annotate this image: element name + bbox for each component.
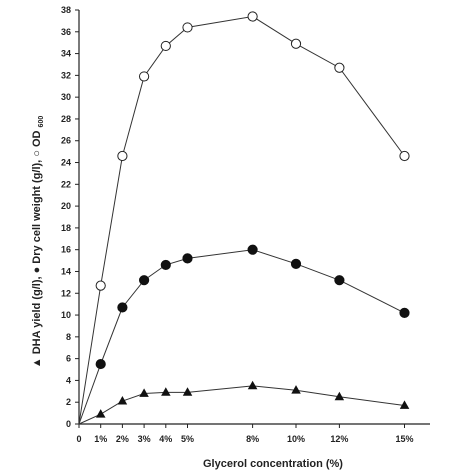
x-tick-label: 8%	[246, 434, 259, 444]
data-point-triangle	[334, 391, 345, 401]
y-title-open-circle-icon: ○	[31, 147, 43, 157]
x-tick-label: 3%	[138, 434, 151, 444]
axes	[78, 10, 430, 425]
data-point-filled-circle	[117, 302, 128, 313]
y-tick-label: 36	[61, 27, 71, 37]
y-tick-label: 8	[66, 332, 71, 342]
data-point-triangle	[291, 385, 301, 394]
data-point-triangle	[399, 400, 410, 409]
y-tick-label: 32	[61, 70, 71, 80]
y-tick-label: 0	[66, 419, 71, 429]
y-tick-label: 2	[66, 397, 71, 407]
series-filled-circle	[78, 244, 410, 425]
x-tick-label: 5%	[181, 434, 194, 444]
series-open-circle	[78, 11, 410, 425]
y-tick-label: 18	[61, 223, 71, 233]
series-line	[78, 15, 405, 425]
y-tick-label: 4	[66, 375, 71, 385]
y-tick-label: 26	[61, 136, 71, 146]
data-point-open-circle	[95, 280, 106, 291]
y-title-od: OD	[31, 130, 43, 147]
x-axis-title: Glycerol concentration (%)	[203, 458, 343, 470]
data-point-filled-circle	[160, 259, 171, 271]
x-tick-label: 10%	[287, 434, 305, 444]
y-tick-label: 22	[61, 179, 71, 189]
y-axis-title: ▲ DHA yield (g/l), ● Dry cell weight (g/…	[31, 116, 45, 369]
y-tick-label: 24	[61, 158, 71, 168]
x-tick-label: 2%	[116, 434, 129, 444]
y-title-filled-circle-icon: ●	[31, 264, 43, 274]
x-tick-label: 15%	[395, 434, 413, 444]
data-point-filled-circle	[139, 275, 150, 286]
data-point-filled-circle	[290, 258, 302, 269]
data-point-filled-circle	[182, 253, 193, 264]
y-title-dha: DHA yield (g/l),	[31, 276, 43, 354]
data-point-triangle	[182, 387, 193, 396]
x-tick-label: 0	[76, 434, 81, 444]
data-point-triangle	[247, 380, 258, 390]
data-point-open-circle	[117, 150, 128, 162]
y-title-triangle-icon: ▲	[31, 354, 43, 368]
data-point-open-circle	[247, 11, 258, 22]
data-point-triangle	[161, 387, 171, 396]
y-tick-label: 20	[61, 201, 71, 211]
data-point-open-circle	[290, 38, 302, 49]
y-tick-label: 16	[61, 245, 71, 255]
y-tick-label: 28	[61, 114, 71, 124]
data-point-open-circle	[182, 22, 193, 33]
data-point-triangle	[117, 396, 128, 405]
data-point-open-circle	[399, 150, 410, 162]
x-tick-label: 12%	[330, 434, 348, 444]
data-point-filled-circle	[399, 307, 410, 318]
x-tick-label: 1%	[94, 434, 107, 444]
data-point-filled-circle	[247, 244, 258, 255]
data-point-open-circle	[334, 62, 345, 73]
y-tick-label: 12	[61, 288, 71, 298]
data-point-filled-circle	[334, 275, 345, 286]
series-line	[78, 249, 405, 425]
data-point-triangle	[139, 388, 149, 397]
data-point-open-circle	[160, 40, 171, 52]
series-filled-triangle	[78, 380, 410, 425]
y-tick-label: 38	[61, 5, 71, 15]
y-tick-label: 10	[61, 310, 71, 320]
x-tick-label: 4%	[159, 434, 172, 444]
x-ticks: 0 1% 2% 3% 4% 5% 8% 10% 12% 15%	[76, 424, 414, 444]
y-title-od-sub: 600	[38, 116, 45, 128]
series-line	[78, 385, 405, 425]
series-layer	[78, 11, 410, 425]
data-point-open-circle	[139, 71, 150, 82]
y-tick-label: 6	[66, 354, 71, 364]
svg-text:▲ DHA yield (g/l),: ▲ DHA yield (g/l), ● Dry cell weight (g/…	[31, 116, 45, 369]
data-point-filled-circle	[95, 358, 106, 370]
data-point-triangle	[96, 409, 106, 418]
y-title-dcw: Dry cell weight (g/l),	[31, 160, 43, 264]
y-tick-label: 14	[61, 266, 71, 276]
y-tick-label: 30	[61, 92, 71, 102]
y-tick-label: 34	[61, 49, 71, 59]
